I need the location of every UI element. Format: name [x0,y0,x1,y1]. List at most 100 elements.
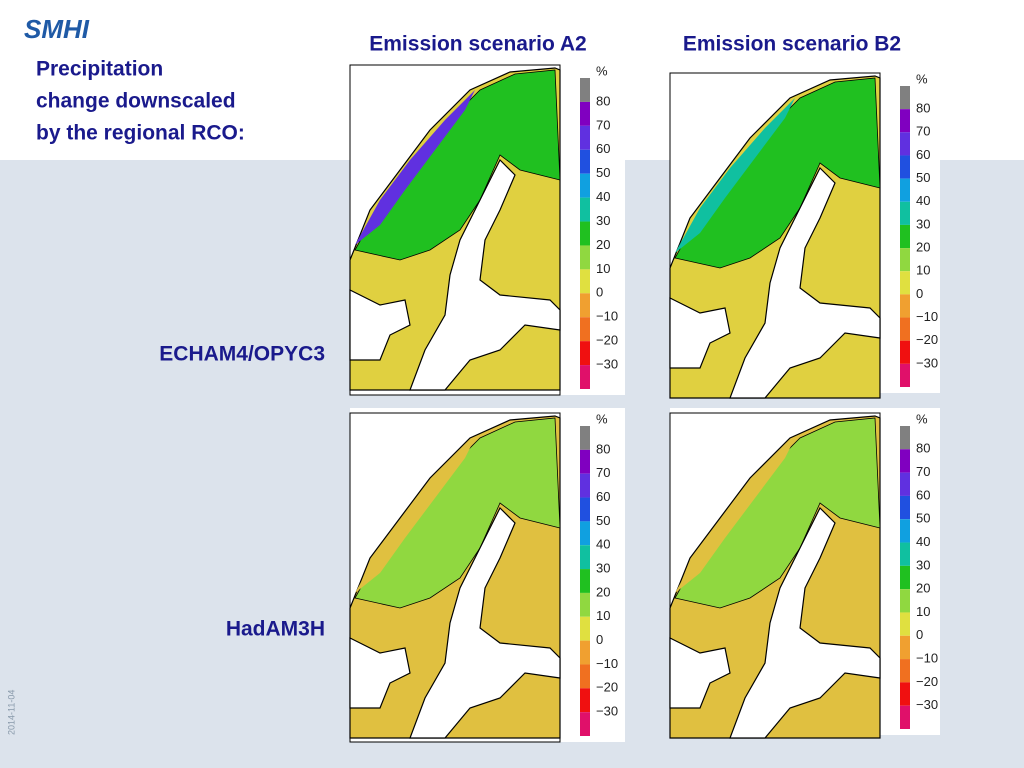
colorbar-swatch [900,109,910,133]
colorbar-swatch [580,640,590,665]
colorbar-swatch [900,248,910,272]
colorbar-label: −30 [916,697,938,712]
colorbar-label: −30 [916,355,938,370]
colorbar-label: 30 [916,557,930,572]
colorbar-swatch [900,317,910,341]
colorbar-swatch [900,589,910,613]
colorbar-swatch [580,712,590,736]
colorbar-label: 80 [596,441,610,456]
colorbar-swatch [900,635,910,660]
colorbar-swatch [900,224,910,249]
title-line: by the regional RCO: [36,122,245,145]
colorbar-swatch [580,149,590,174]
map-panel: % 80 70 60 50 40 30 20 10 0 −10 −20 −30 [349,408,625,743]
colorbar-label: 40 [596,189,610,204]
sea [729,506,881,739]
date: 2014-11-04 [6,690,16,735]
colorbar-label: 70 [916,124,930,139]
title-line: change downscaled [36,90,236,113]
colorbar-label: 20 [916,240,930,255]
colorbar-label: −20 [916,332,938,347]
colorbar-label: 60 [916,147,930,162]
map-panel: % 80 70 60 50 40 30 20 10 0 −10 −20 −30 [669,68,940,399]
map-panel: % 80 70 60 50 40 30 20 10 0 −10 −20 −30 [349,60,625,396]
colorbar-swatch [580,545,590,570]
colorbar-swatch [900,565,910,590]
colorbar-label: 50 [596,513,610,528]
colorbar-swatch [580,365,590,389]
colorbar-swatch [900,86,910,110]
colorbar-label: 20 [596,237,610,252]
column-header: Emission scenario B2 [683,33,901,56]
colorbar-label: 80 [596,93,610,108]
sea [729,166,881,399]
colorbar-swatch [900,201,910,225]
colorbar-unit: % [916,411,928,426]
colorbar-swatch [580,317,590,342]
colorbar-label: 20 [916,581,930,596]
colorbar-swatch [900,178,910,202]
colorbar-label: 70 [596,465,610,480]
colorbar-label: 10 [916,604,930,619]
colorbar-label: 0 [916,286,923,301]
colorbar-swatch [580,497,590,522]
colorbar-label: −30 [596,704,618,719]
colorbar-label: 80 [916,441,930,456]
colorbar-swatch [580,341,590,366]
colorbar-label: 30 [916,216,930,231]
colorbar-swatch [580,449,590,474]
colorbar-swatch [900,705,910,729]
colorbar-label: −20 [596,333,618,348]
row-label: ECHAM4/OPYC3 [159,343,325,366]
colorbar-swatch [900,519,910,543]
colorbar-swatch [580,473,590,498]
colorbar-label: −10 [596,309,618,324]
colorbar-label: −30 [596,357,618,372]
title-line: Precipitation [36,58,163,81]
colorbar-swatch [900,495,910,520]
land-coast [675,438,795,593]
sea [409,506,561,739]
colorbar-label: 50 [596,165,610,180]
sea [349,637,411,709]
colorbar-swatch [900,472,910,496]
colorbar-swatch [900,449,910,473]
colorbar-swatch [900,612,910,636]
colorbar-label: 10 [596,261,610,276]
sea [349,289,411,361]
colorbar-swatch [580,616,590,641]
colorbar-swatch [900,682,910,706]
colorbar-label: 60 [596,489,610,504]
colorbar-swatch [580,688,590,713]
land-coast [355,438,475,593]
colorbar-label: 30 [596,561,610,576]
colorbar-label: 70 [916,464,930,479]
colorbar-label: −20 [596,680,618,695]
colorbar-label: 0 [596,632,603,647]
colorbar-label: 10 [916,263,930,278]
colorbar-unit: % [596,63,608,78]
colorbar-swatch [580,221,590,246]
colorbar-swatch [900,294,910,318]
colorbar-label: 0 [916,627,923,642]
land-coast [355,90,475,245]
colorbar-swatch [900,271,910,295]
colorbar-label: 50 [916,170,930,185]
colorbar-swatch [580,664,590,689]
colorbar-swatch [900,542,910,566]
colorbar-label: 50 [916,511,930,526]
colorbar-label: 10 [596,608,610,623]
colorbar-swatch [580,293,590,318]
land-coast [675,98,795,253]
colorbar-label: 30 [596,213,610,228]
colorbar-label: −20 [916,674,938,689]
colorbar-label: 40 [916,193,930,208]
colorbar-label: 0 [596,285,603,300]
sea [669,637,731,709]
row-label: HadAM3H [226,618,325,641]
colorbar-swatch [580,521,590,546]
colorbar-swatch [900,659,910,683]
colorbar-swatch [580,101,590,126]
column-header: Emission scenario A2 [369,33,586,56]
